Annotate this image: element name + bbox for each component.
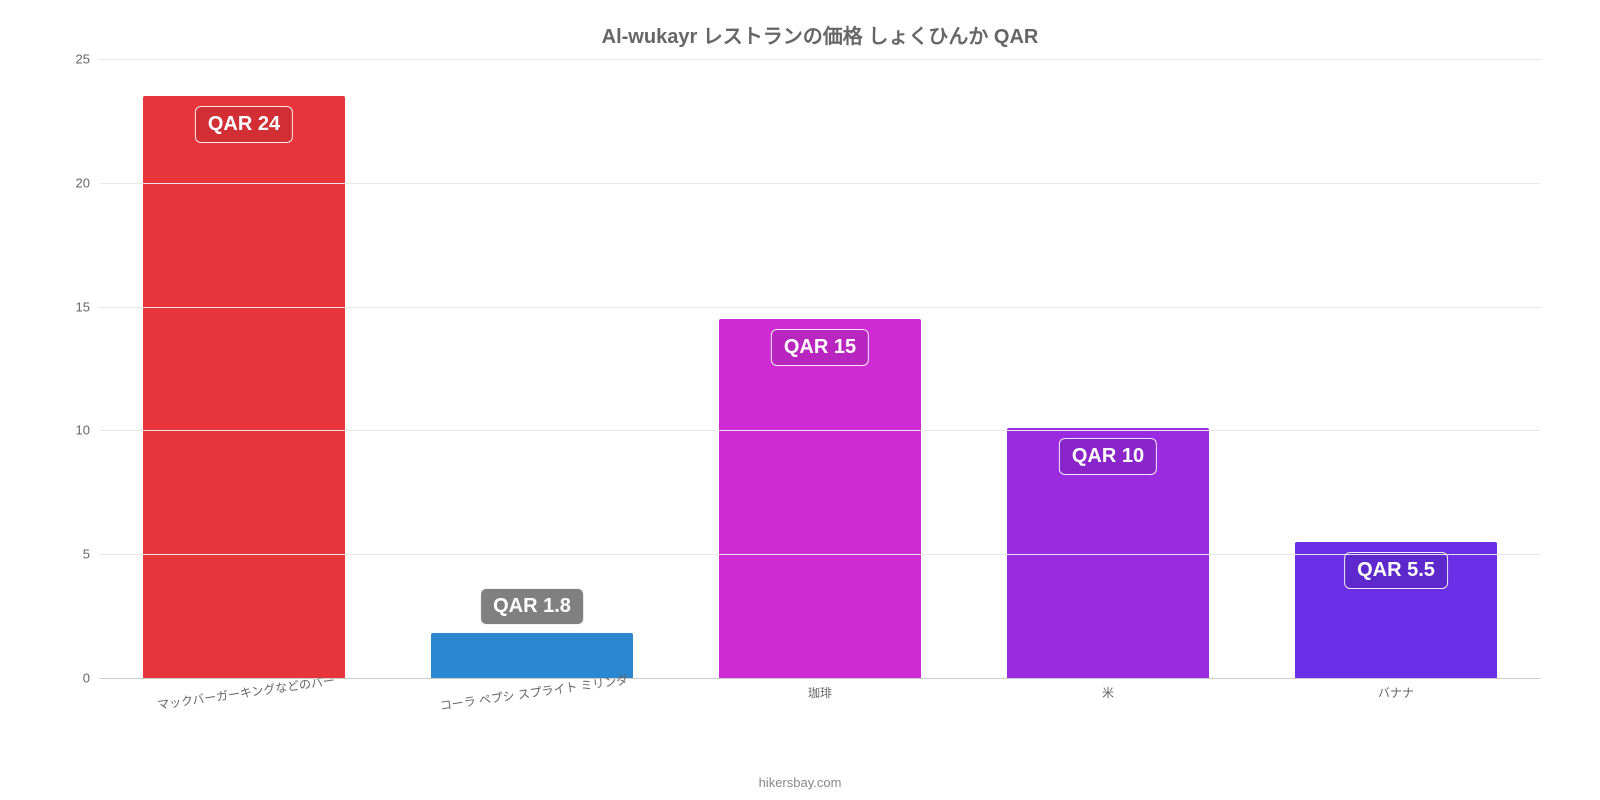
bar: QAR 5.5: [1295, 542, 1497, 678]
bar-value-label: QAR 15: [771, 329, 869, 366]
y-tick-label: 20: [76, 175, 100, 190]
y-tick-label: 5: [83, 547, 100, 562]
gridline: [100, 554, 1540, 555]
gridline: [100, 307, 1540, 308]
y-tick-label: 25: [76, 52, 100, 67]
y-tick-label: 10: [76, 423, 100, 438]
gridline: [100, 183, 1540, 184]
gridline: [100, 59, 1540, 60]
bar-slot: QAR 15: [676, 59, 964, 678]
bar-slot: QAR 1.8: [388, 59, 676, 678]
bar-value-label: QAR 5.5: [1344, 552, 1448, 589]
bar: QAR 15: [719, 319, 921, 678]
bar: QAR 10: [1007, 428, 1209, 678]
gridline: [100, 430, 1540, 431]
x-axis-label: 珈琲: [676, 678, 964, 701]
plot-area: QAR 24QAR 1.8QAR 15QAR 10QAR 5.5 マックバーガー…: [100, 59, 1540, 679]
y-tick-label: 15: [76, 299, 100, 314]
bars-group: QAR 24 QAR 1.8 QAR 15 QAR 10 QAR 5.5: [100, 59, 1540, 678]
x-axis-label: 米: [964, 678, 1252, 701]
price-bar-chart: Al-wukayr レストランの価格 しょくひんか QAR QAR 24QAR …: [0, 0, 1600, 800]
bar-slot: QAR 24: [100, 59, 388, 678]
chart-credit: hikersbay.com: [0, 775, 1600, 790]
bar-value-label: QAR 24: [195, 106, 293, 143]
x-axis-labels: マックバーガーキングなどのバーコーラ ペプシ スプライト ミリンダ珈琲米バナナ: [100, 678, 1540, 701]
y-tick-label: 0: [83, 671, 100, 686]
chart-title: Al-wukayr レストランの価格 しょくひんか QAR: [100, 20, 1540, 49]
bar-value-label: QAR 10: [1059, 438, 1157, 475]
bar-slot: QAR 5.5: [1252, 59, 1540, 678]
bar-value-label: QAR 1.8: [480, 588, 584, 625]
x-axis-label: バナナ: [1252, 678, 1540, 701]
bar-slot: QAR 10: [964, 59, 1252, 678]
